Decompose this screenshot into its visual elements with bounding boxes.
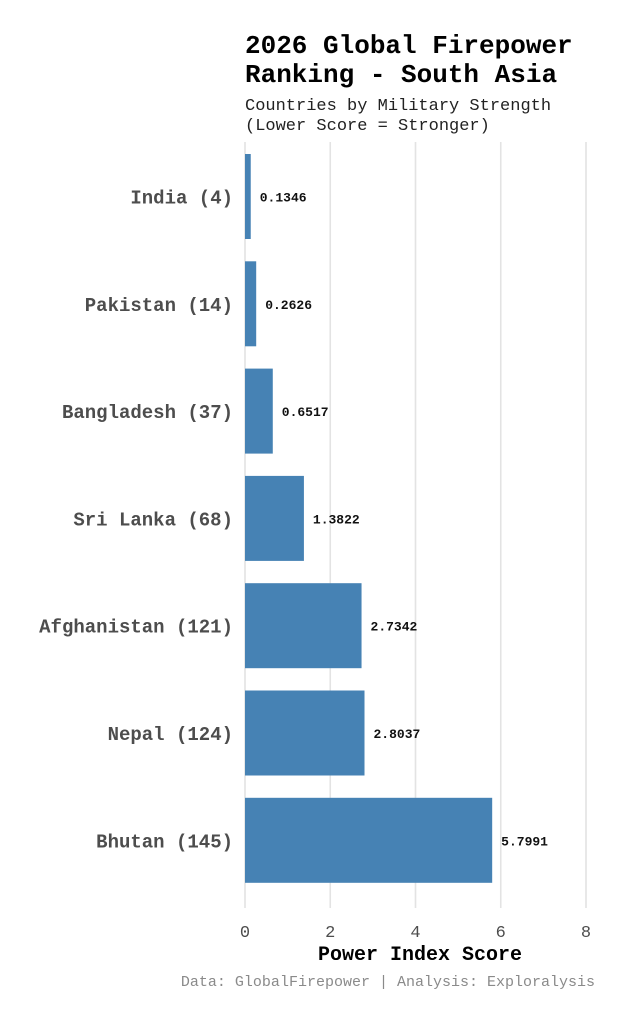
bar-3 [245, 475, 304, 561]
chart-subtitle-line-2: (Lower Score = Stronger) [245, 117, 490, 136]
x-tick-label-6: 6 [496, 924, 506, 943]
chart-caption: Data: GlobalFirepower | Analysis: Explor… [181, 974, 595, 991]
bar-0 [245, 154, 251, 239]
category-label-1: Pakistan (14) [85, 295, 233, 317]
value-label-5: 2.8037 [374, 727, 421, 742]
bar-4 [245, 583, 362, 669]
x-axis-ticks: 0 2 4 6 8 [240, 924, 591, 943]
x-tick-label-4: 4 [410, 924, 420, 943]
bar-1 [245, 261, 257, 347]
x-tick-label-2: 2 [325, 924, 335, 943]
chart-title-line-1: 2026 Global Firepower [245, 31, 573, 61]
bar-5 [245, 690, 365, 776]
value-label-0: 0.1346 [260, 191, 307, 206]
bar-6 [245, 797, 493, 883]
bar-2 [245, 368, 273, 454]
category-label-3: Sri Lanka (68) [73, 509, 233, 531]
category-label-5: Nepal (124) [108, 724, 233, 746]
value-label-6: 5.7991 [501, 834, 548, 849]
x-tick-label-8: 8 [581, 924, 591, 943]
value-label-1: 0.2626 [265, 298, 312, 313]
labels-layer: India (4) 0.1346 Pakistan (14) 0.2626 Bangla… [39, 188, 548, 854]
value-label-4: 2.7342 [371, 620, 418, 635]
x-tick-label-0: 0 [240, 924, 250, 943]
value-label-3: 1.3822 [313, 512, 360, 527]
category-label-2: Bangladesh (37) [62, 402, 233, 424]
value-label-2: 0.6517 [282, 405, 329, 420]
category-label-6: Bhutan (145) [96, 831, 233, 853]
grid-layer [244, 142, 587, 908]
chart-subtitle-line-1: Countries by Military Strength [245, 97, 551, 116]
bars-layer [245, 154, 493, 883]
x-axis-title: Power Index Score [318, 944, 522, 967]
category-label-4: Afghanistan (121) [39, 617, 233, 639]
chart-title-line-2: Ranking - South Asia [245, 60, 557, 90]
category-label-0: India (4) [130, 188, 233, 210]
